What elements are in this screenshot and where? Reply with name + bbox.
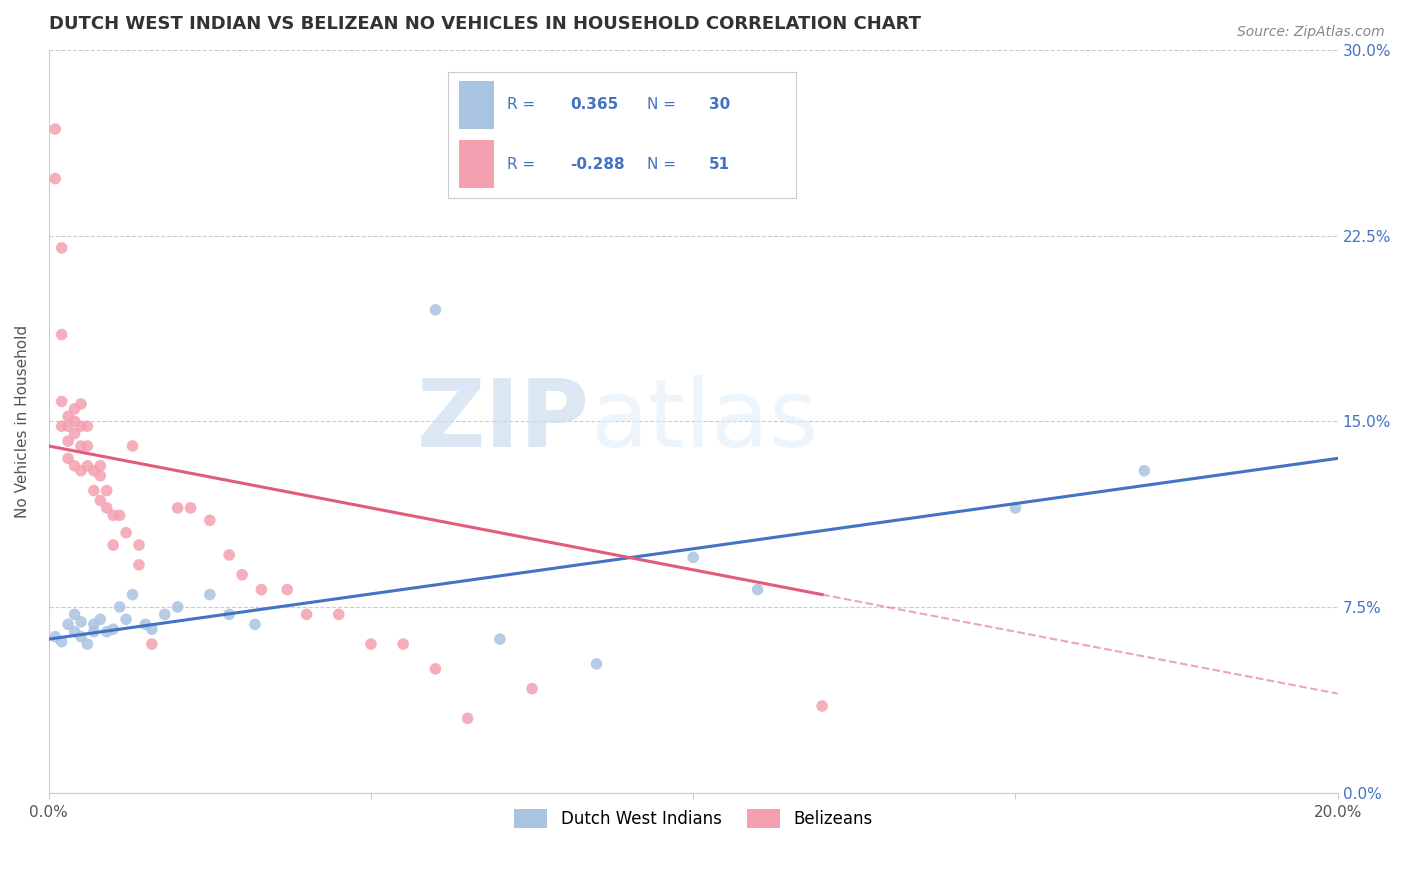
Text: atlas: atlas bbox=[591, 376, 818, 467]
Point bbox=[83, 624, 105, 639]
Text: ZIP: ZIP bbox=[418, 376, 591, 467]
Point bbox=[63, 624, 86, 639]
Point bbox=[89, 468, 111, 483]
Point bbox=[250, 582, 273, 597]
Point bbox=[76, 439, 98, 453]
Point bbox=[811, 698, 834, 713]
Point bbox=[134, 617, 156, 632]
Point bbox=[425, 662, 447, 676]
Point bbox=[89, 612, 111, 626]
Point bbox=[1004, 500, 1026, 515]
Point bbox=[682, 550, 704, 565]
Point bbox=[153, 607, 176, 622]
Point bbox=[44, 122, 66, 136]
Point bbox=[96, 483, 118, 498]
Point bbox=[115, 612, 138, 626]
Point bbox=[63, 458, 86, 473]
Point bbox=[83, 617, 105, 632]
Point bbox=[103, 622, 125, 636]
Point bbox=[1133, 464, 1156, 478]
Y-axis label: No Vehicles in Household: No Vehicles in Household bbox=[15, 325, 30, 518]
Legend: Dutch West Indians, Belizeans: Dutch West Indians, Belizeans bbox=[506, 800, 880, 837]
Point bbox=[51, 394, 73, 409]
Point bbox=[89, 493, 111, 508]
Text: DUTCH WEST INDIAN VS BELIZEAN NO VEHICLES IN HOUSEHOLD CORRELATION CHART: DUTCH WEST INDIAN VS BELIZEAN NO VEHICLE… bbox=[49, 15, 921, 33]
Point bbox=[44, 630, 66, 644]
Point bbox=[76, 458, 98, 473]
Point bbox=[103, 538, 125, 552]
Point bbox=[63, 401, 86, 416]
Point bbox=[70, 464, 93, 478]
Point bbox=[51, 327, 73, 342]
Point bbox=[166, 599, 188, 614]
Point bbox=[276, 582, 298, 597]
Point bbox=[128, 538, 150, 552]
Point bbox=[56, 434, 79, 448]
Point bbox=[63, 426, 86, 441]
Point bbox=[520, 681, 543, 696]
Point bbox=[231, 567, 253, 582]
Point bbox=[585, 657, 607, 671]
Point bbox=[425, 302, 447, 317]
Point bbox=[295, 607, 318, 622]
Point bbox=[103, 508, 125, 523]
Point bbox=[70, 419, 93, 434]
Point bbox=[489, 632, 512, 647]
Point bbox=[747, 582, 769, 597]
Point bbox=[141, 637, 163, 651]
Point bbox=[51, 634, 73, 648]
Point bbox=[89, 458, 111, 473]
Point bbox=[70, 439, 93, 453]
Point bbox=[115, 525, 138, 540]
Point bbox=[70, 397, 93, 411]
Point bbox=[121, 439, 143, 453]
Point bbox=[56, 409, 79, 424]
Point bbox=[70, 630, 93, 644]
Point bbox=[218, 548, 240, 562]
Point bbox=[128, 558, 150, 572]
Point bbox=[56, 419, 79, 434]
Point bbox=[198, 513, 221, 527]
Point bbox=[198, 588, 221, 602]
Point bbox=[108, 508, 131, 523]
Point bbox=[83, 483, 105, 498]
Point bbox=[76, 637, 98, 651]
Point bbox=[96, 500, 118, 515]
Point bbox=[121, 588, 143, 602]
Point bbox=[218, 607, 240, 622]
Point bbox=[166, 500, 188, 515]
Point bbox=[96, 624, 118, 639]
Point bbox=[56, 451, 79, 466]
Point bbox=[56, 617, 79, 632]
Point bbox=[51, 241, 73, 255]
Point bbox=[63, 607, 86, 622]
Point bbox=[63, 414, 86, 428]
Point bbox=[44, 171, 66, 186]
Point bbox=[392, 637, 415, 651]
Point bbox=[141, 622, 163, 636]
Point bbox=[180, 500, 202, 515]
Point bbox=[457, 711, 479, 725]
Point bbox=[243, 617, 266, 632]
Point bbox=[70, 615, 93, 629]
Point bbox=[360, 637, 382, 651]
Point bbox=[51, 419, 73, 434]
Point bbox=[328, 607, 350, 622]
Point bbox=[76, 419, 98, 434]
Point bbox=[83, 464, 105, 478]
Text: Source: ZipAtlas.com: Source: ZipAtlas.com bbox=[1237, 25, 1385, 39]
Point bbox=[108, 599, 131, 614]
